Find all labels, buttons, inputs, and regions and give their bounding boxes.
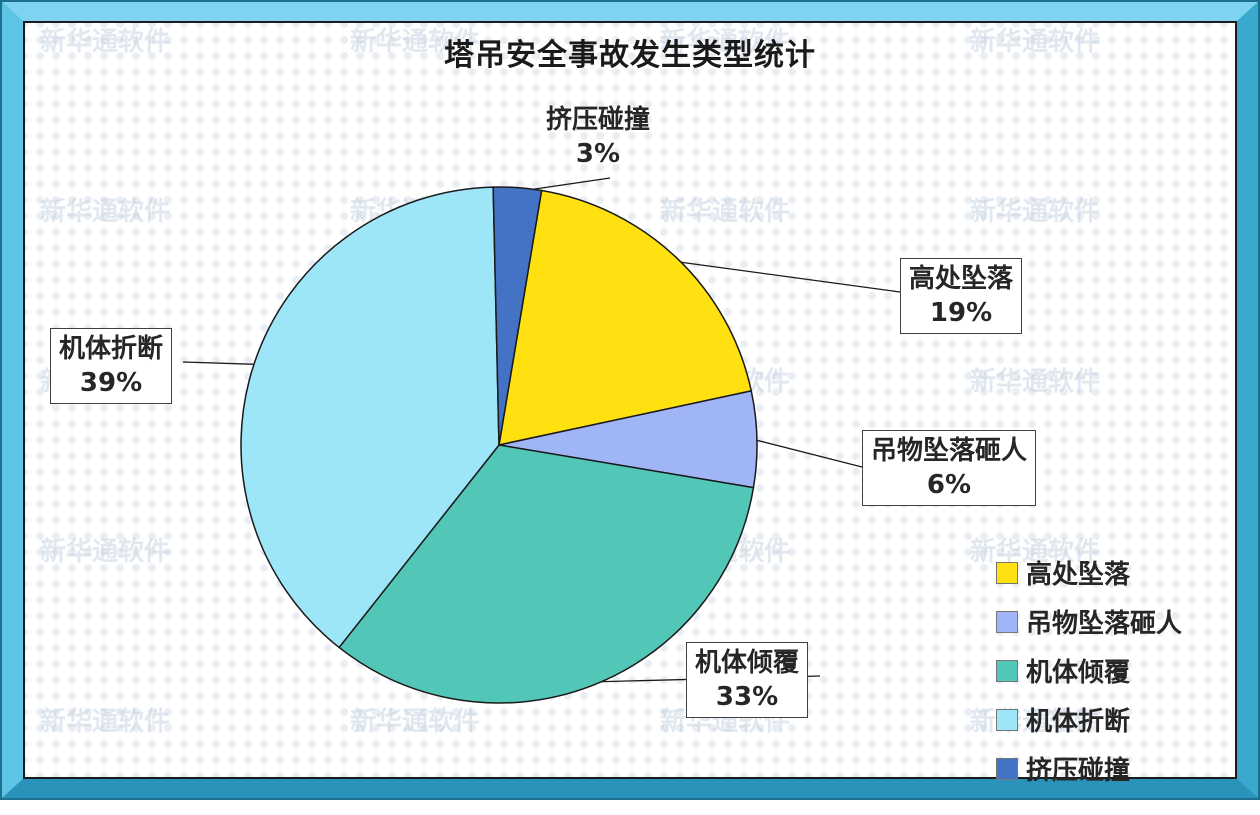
data-label-fall-from-height-name: 高处坠落	[909, 264, 1014, 294]
legend: 高处坠落 吊物坠落砸人 机体倾覆 机体折断 挤压碰撞	[996, 548, 1182, 793]
watermark-text: 新华通软件	[40, 536, 170, 567]
watermark-text: 新华通软件	[970, 366, 1100, 397]
data-label-falling-object: 吊物坠落砸人 6%	[862, 430, 1037, 506]
data-label-structural-break-pct: 39%	[79, 368, 143, 398]
data-label-fall-from-height: 高处坠落 19%	[900, 258, 1023, 334]
legend-swatch	[996, 610, 1018, 633]
legend-swatch	[996, 659, 1018, 682]
watermark-text: 新华通软件	[970, 26, 1100, 57]
watermark-text: 新华通软件	[350, 706, 480, 737]
watermark-text: 新华通软件	[660, 26, 790, 57]
watermark-text: 新华通软件	[660, 196, 790, 227]
leader-line-1	[752, 438, 863, 468]
legend-label: 机体折断	[1026, 707, 1131, 737]
leader-line-3	[182, 361, 259, 366]
legend-label: 高处坠落	[1026, 560, 1131, 590]
data-label-crush: 挤压碰撞 3%	[538, 100, 658, 174]
leader-line-0	[674, 260, 901, 293]
chart-title: 塔吊安全事故发生类型统计	[444, 38, 816, 73]
legend-swatch	[996, 757, 1018, 780]
legend-item-fall-from-height: 高处坠落	[996, 548, 1182, 597]
watermark-text: 新华通软件	[350, 26, 480, 57]
legend-item-overturn: 机体倾覆	[996, 646, 1182, 695]
watermark-text: 新华通软件	[970, 536, 1100, 567]
pie-slice-4	[492, 186, 543, 446]
legend-swatch	[996, 561, 1018, 584]
legend-label: 挤压碰撞	[1026, 756, 1131, 786]
pie-slices	[240, 186, 758, 704]
watermark-text: 新华通软件	[40, 196, 170, 227]
data-label-overturn-name: 机体倾覆	[695, 648, 800, 678]
legend-item-structural-break: 机体折断	[996, 695, 1182, 744]
pie-slice-3	[240, 186, 500, 649]
pie-slice-0	[498, 189, 753, 446]
data-label-overturn: 机体倾覆 33%	[686, 642, 809, 718]
pie-slice-2	[338, 444, 755, 704]
data-label-crush-pct: 3%	[575, 139, 621, 169]
watermark-text: 新华通软件	[970, 196, 1100, 227]
watermark-text: 新华通软件	[40, 706, 170, 737]
legend-label: 吊物坠落砸人	[1026, 609, 1183, 639]
legend-item-falling-object: 吊物坠落砸人	[996, 597, 1182, 646]
data-label-falling-object-name: 吊物坠落砸人	[871, 436, 1028, 466]
watermark-text: 新华通软件	[970, 706, 1100, 737]
data-label-falling-object-pct: 6%	[926, 470, 972, 500]
legend-label: 机体倾覆	[1026, 658, 1131, 688]
data-label-fall-from-height-pct: 19%	[929, 298, 993, 328]
data-label-structural-break-name: 机体折断	[59, 334, 164, 364]
legend-item-crush: 挤压碰撞	[996, 744, 1182, 793]
data-label-crush-name: 挤压碰撞	[546, 105, 651, 135]
legend-swatch	[996, 708, 1018, 731]
data-label-overturn-pct: 33%	[715, 682, 779, 712]
watermark-text: 新华通软件	[40, 26, 170, 57]
data-label-structural-break: 机体折断 39%	[50, 328, 173, 404]
